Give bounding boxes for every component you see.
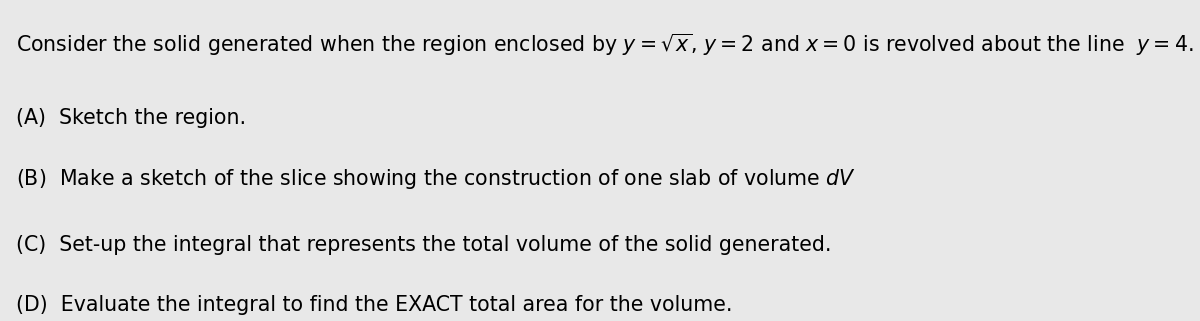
Text: (C)  Set-up the integral that represents the total volume of the solid generated: (C) Set-up the integral that represents … — [16, 235, 832, 255]
Text: (A)  Sketch the region.: (A) Sketch the region. — [16, 108, 246, 128]
Text: (D)  Evaluate the integral to find the EXACT total area for the volume.: (D) Evaluate the integral to find the EX… — [16, 295, 732, 315]
Text: (B)  Make a sketch of the slice showing the construction of one slab of volume $: (B) Make a sketch of the slice showing t… — [16, 167, 856, 191]
Text: Consider the solid generated when the region enclosed by $y = \sqrt{x}$, $y = 2$: Consider the solid generated when the re… — [16, 31, 1193, 58]
